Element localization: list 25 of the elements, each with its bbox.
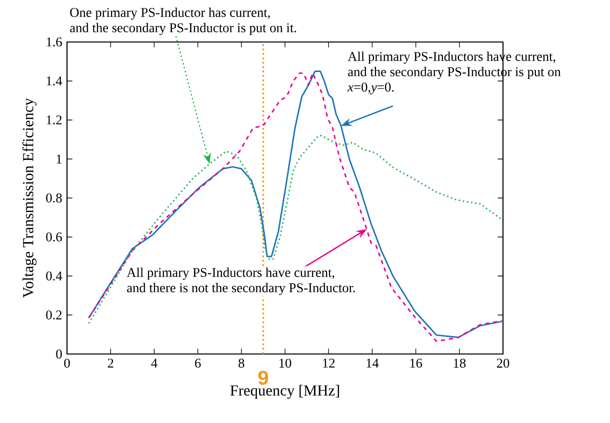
y-tick-label: 0.4 [46,271,62,281]
y-tick-label: 0.8 [46,193,62,203]
x-tick-label: 4 [151,358,158,368]
y-tick-label: 1.2 [46,115,62,124]
y-tick-label: 1.6 [46,37,62,46]
ref-line-label: 9 [258,370,268,385]
x-tick-label: 16 [410,358,422,368]
y-tick-label: 0.6 [46,232,62,242]
annotation: One primary PS-Inductor has current, and the secondary PS-Inductor is put on it. [70,8,296,36]
x-tick-label: 12 [323,358,335,368]
x-tick-label: 0 [64,358,70,368]
x-tick-label: 8 [238,358,244,368]
x-tick-label: 6 [195,358,201,368]
y-tick-label: 1.4 [46,76,62,86]
x-axis-title: Frequency [MHz] [230,384,340,399]
x-tick-label: 18 [454,358,466,368]
annotation: All primary PS-Inductors have current, and there is not the secondary PS-Inductor. [126,268,355,296]
y-tick-label: 0 [56,349,62,358]
x-tick-label: 2 [108,358,114,368]
x-tick-label: 10 [280,358,292,368]
x-tick-label: 14 [366,358,379,368]
y-tick-label: 0.2 [46,310,62,320]
x-tick-label: 20 [496,358,510,368]
y-axis-title: Voltage Transmission Efficiency [22,98,36,298]
y-tick-label: 1 [56,154,62,164]
